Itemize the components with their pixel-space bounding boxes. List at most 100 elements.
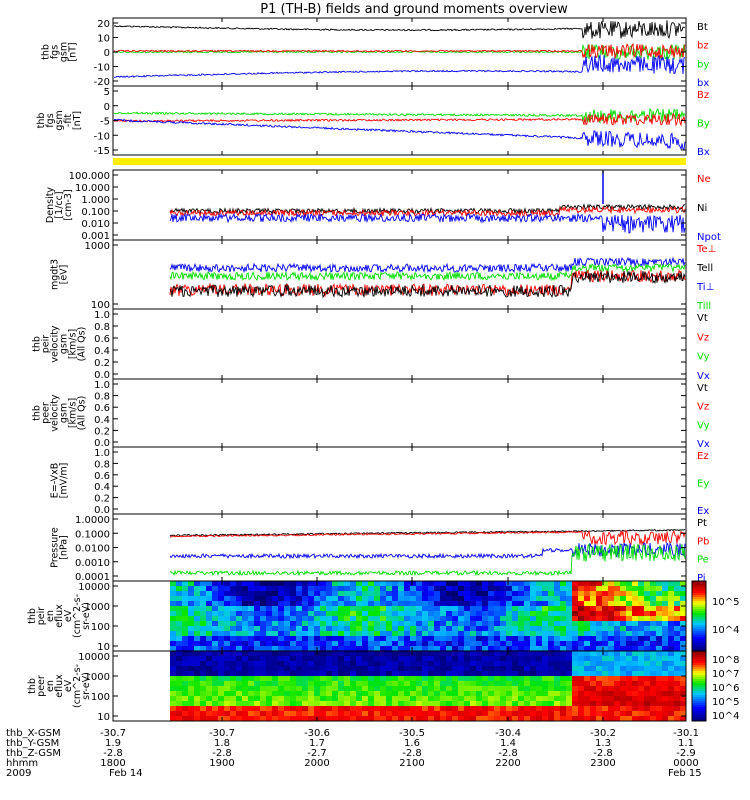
legend-entry: Till xyxy=(696,301,711,312)
y-axis-label: (All Qs) xyxy=(77,327,88,362)
y-tick-label: 1.0 xyxy=(94,380,110,391)
legend-entry: Pt xyxy=(697,518,707,529)
x-row-value: -2.8 xyxy=(402,748,422,759)
legend-entry: Vz xyxy=(697,402,709,413)
legend-entry: Ti⊥ xyxy=(696,282,714,293)
legend-entry: bx xyxy=(697,78,709,89)
legend-entry: Vt xyxy=(697,313,708,324)
legend-entry: Ni xyxy=(697,203,707,214)
panel-frame xyxy=(112,169,687,241)
y-axis-label: [nT] xyxy=(72,111,83,130)
y-axis-label: gsm xyxy=(54,110,65,130)
legend-entry: Vy xyxy=(697,352,710,363)
series-p2-blue xyxy=(113,118,686,151)
panel-frame xyxy=(112,446,687,515)
y-tick-label: 1.000 xyxy=(81,195,110,206)
heatmap-p10 xyxy=(170,651,686,721)
y-tick-label: -5 xyxy=(100,117,110,128)
y-axis-label: [mV/m] xyxy=(59,463,70,499)
x-row-value: 2100 xyxy=(399,758,424,769)
series-p4-green xyxy=(169,262,686,282)
y-axis-label: [cm-3] xyxy=(63,189,74,220)
y-tick-label: 0.4 xyxy=(94,415,110,426)
figure-title: P1 (TH-B) fields and ground moments over… xyxy=(260,2,568,17)
series-p8-green xyxy=(169,543,686,577)
series-p3-blue xyxy=(169,212,686,234)
y-tick-label: 5 xyxy=(104,87,110,98)
series-p1-black xyxy=(113,20,686,40)
y-tick-label: 10000 xyxy=(78,652,110,663)
y-tick-label: 0.4 xyxy=(94,346,110,357)
y-tick-label: 100 xyxy=(91,622,110,633)
y-tick-label: 0.0001 xyxy=(75,572,110,583)
x-row-value: -2.9 xyxy=(676,748,696,759)
y-tick-label: 0.4 xyxy=(94,482,110,493)
y-tick-label: 0.001 xyxy=(81,231,110,242)
x-row-value: -2.8 xyxy=(593,748,613,759)
y-tick-label: 10 xyxy=(97,712,110,723)
y-axis-label: en xyxy=(45,610,56,622)
panel-p4: 1000 100 mgdt3[eV] Te⊥ Tell Ti⊥ Till xyxy=(50,239,716,312)
x-row-label: thb_Z-GSM xyxy=(6,748,61,759)
y-tick-label: -10 xyxy=(94,63,110,74)
y-tick-label: 0.010 xyxy=(81,219,110,230)
legend-entry: by xyxy=(697,59,709,70)
y-axis-label: eV xyxy=(63,679,74,692)
panel-frame xyxy=(112,308,687,380)
y-axis-label: thb xyxy=(41,44,52,60)
y-axis-label: Density xyxy=(45,187,56,223)
series-p8-blue xyxy=(169,541,686,560)
gap-bar xyxy=(113,158,686,165)
x-row-label: thb_Y-GSM xyxy=(6,738,59,749)
y-tick-label: 10 xyxy=(97,642,110,653)
y-axis-label: [km/s] xyxy=(68,398,79,428)
y-tick-label: 0.0 xyxy=(94,370,110,381)
y-axis-label: sr-eV) xyxy=(81,672,92,700)
x-row-value: -30.7 xyxy=(100,728,126,739)
x-row-value: -30.5 xyxy=(399,728,425,739)
x-row-value: -30.4 xyxy=(495,728,521,739)
panels: 20100-10-20thbfgsgsm[nT]Btbzbybx50-5-10-… xyxy=(27,17,739,723)
y-axis-label: eflux xyxy=(54,674,65,698)
legend-entry: By xyxy=(697,119,710,130)
y-axis-label: [km/s] xyxy=(68,329,79,359)
colorbar-label: 10^5 xyxy=(712,597,739,608)
series-p3-black xyxy=(169,203,686,215)
y-axis-label: peer xyxy=(41,402,52,424)
legend-entry: Vz xyxy=(697,332,709,343)
y-tick-label: 0.6 xyxy=(94,403,110,414)
x-row-value: -30.6 xyxy=(304,728,330,739)
x-row-value: -2.8 xyxy=(103,748,123,759)
x-row-value: Feb 14 xyxy=(109,768,143,779)
panel-p10: 10^8 10^7 10^6 10^5 10^4 10000 1000 100 10 thbpee… xyxy=(27,650,739,723)
legend-entry: Npot xyxy=(697,232,721,243)
y-tick-label: 0.0100 xyxy=(75,544,110,555)
x-row-value: 1.8 xyxy=(214,738,230,749)
x-row-value: 1900 xyxy=(209,758,234,769)
panel-p8: 1.0000 0.1000 0.0100 0.0010 0.0001 Pressure[n… xyxy=(50,513,709,584)
colorbar-label: 10^5 xyxy=(712,697,739,708)
x-row-value: 1.7 xyxy=(309,738,325,749)
y-axis-label: (All Qs) xyxy=(77,396,88,431)
y-axis-label: thb xyxy=(36,113,47,129)
y-axis-label: E=-VxB xyxy=(50,463,61,498)
legend-entry: Vx xyxy=(697,371,710,382)
y-axis-label: (cm^2-s- xyxy=(72,594,83,638)
x-row-label: thb_X-GSM xyxy=(6,728,61,739)
y-tick-label: 1.0 xyxy=(94,448,110,459)
y-axis-label: -fit xyxy=(63,114,74,127)
series-p1-blue xyxy=(113,53,686,78)
y-tick-label: 0.0010 xyxy=(75,558,110,569)
y-axis-label: gsm xyxy=(59,334,70,354)
x-row-value: -30.7 xyxy=(209,728,235,739)
y-tick-label: 0.8 xyxy=(94,322,110,333)
x-row-value: 2000 xyxy=(304,758,329,769)
legend-entry: bz xyxy=(697,41,709,52)
legend-entry: Ez xyxy=(697,451,709,462)
y-tick-label: 0.2 xyxy=(94,426,110,437)
colorbar-label: 10^7 xyxy=(712,669,739,680)
